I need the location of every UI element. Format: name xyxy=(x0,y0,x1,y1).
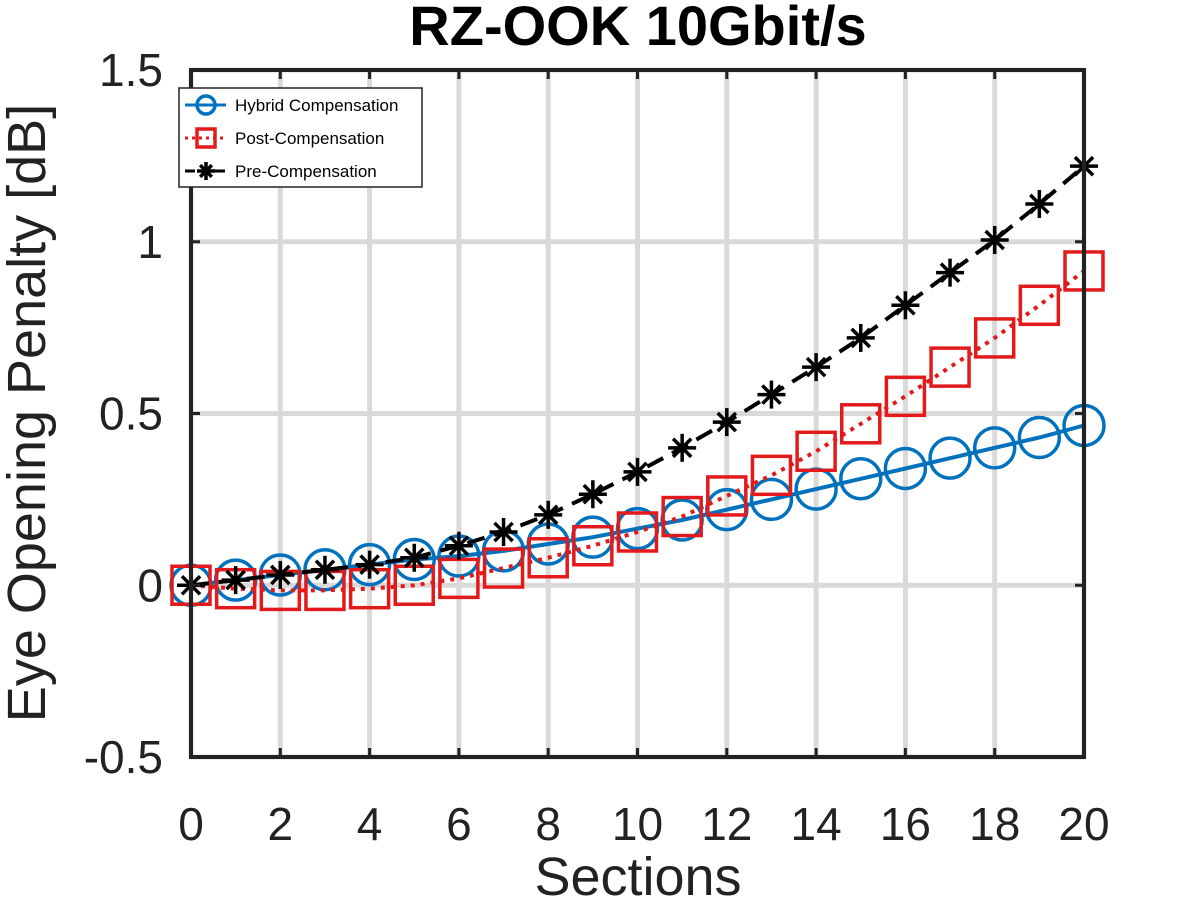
legend-label: Pre-Compensation xyxy=(235,162,377,181)
data-point xyxy=(661,495,703,538)
data-point xyxy=(750,454,793,497)
data-point xyxy=(400,543,429,572)
data-point xyxy=(884,375,927,418)
data-point xyxy=(883,446,928,491)
x-tick-label: 8 xyxy=(535,798,561,850)
data-point xyxy=(444,531,473,560)
legend-marker xyxy=(195,127,217,149)
legend-marker xyxy=(197,162,215,180)
x-tick-label: 14 xyxy=(791,798,842,850)
data-point xyxy=(616,511,659,553)
data-point xyxy=(221,566,250,595)
series-line xyxy=(190,269,1086,593)
data-point xyxy=(840,403,882,445)
series-asterisk xyxy=(177,152,1098,600)
data-point xyxy=(936,258,965,287)
y-tick-label: 1 xyxy=(137,216,163,268)
data-point xyxy=(1017,415,1062,460)
data-point xyxy=(973,317,1016,359)
data-point xyxy=(795,430,837,473)
data-point xyxy=(1025,189,1054,218)
data-point xyxy=(482,547,525,589)
legend-item: Hybrid Compensation xyxy=(185,94,398,116)
legend-label: Post-Compensation xyxy=(235,129,384,148)
x-tick-label: 20 xyxy=(1058,798,1109,850)
x-tick-label: 0 xyxy=(178,798,204,850)
y-tick-label: -0.5 xyxy=(84,731,163,783)
x-tick-label: 4 xyxy=(357,798,383,850)
legend-item: Pre-Compensation xyxy=(185,162,377,181)
series-layer xyxy=(169,152,1106,612)
data-point xyxy=(802,353,831,382)
data-point xyxy=(355,550,384,579)
data-point xyxy=(757,380,786,409)
data-point xyxy=(706,475,748,517)
data-point xyxy=(572,524,614,567)
legend-label: Hybrid Compensation xyxy=(235,96,398,115)
data-point xyxy=(839,457,883,501)
data-point xyxy=(623,457,652,486)
data-point xyxy=(712,408,741,437)
chart-title: RZ-OOK 10Gbit/s xyxy=(409,0,866,57)
data-point xyxy=(928,436,972,480)
legend: Hybrid Compensation Post-Compensation Pre-… xyxy=(178,87,423,188)
y-tick-label: 0 xyxy=(137,559,163,611)
data-point xyxy=(347,542,392,587)
y-tick-label: 0.5 xyxy=(99,388,163,440)
data-point xyxy=(972,426,1017,470)
data-point xyxy=(929,346,971,388)
y-axis-label: Eye Opening Penalty [dB] xyxy=(0,104,57,722)
data-point xyxy=(527,537,569,579)
data-point xyxy=(668,433,697,462)
legend-marker xyxy=(195,94,217,116)
x-tick-label: 18 xyxy=(969,798,1020,850)
data-point xyxy=(1018,284,1061,327)
y-tick-label: 1.5 xyxy=(99,44,163,96)
x-tick-label: 16 xyxy=(880,798,931,850)
data-point xyxy=(310,555,339,584)
data-point xyxy=(534,500,563,529)
data-point xyxy=(846,323,875,352)
data-point xyxy=(266,560,295,589)
x-tick-label: 6 xyxy=(446,798,472,850)
x-tick-label: 2 xyxy=(268,798,294,850)
data-point xyxy=(749,477,794,522)
data-point xyxy=(891,291,920,320)
x-axis-label: Sections xyxy=(534,847,741,900)
data-point xyxy=(578,480,607,509)
x-tick-label: 12 xyxy=(701,798,752,850)
data-point xyxy=(980,226,1009,255)
x-tick-label: 10 xyxy=(612,798,663,850)
axis-ticks: 0 2 4 6 8 10 12 14 16 18 20 -0.5 0 0.5 1 1.5 xyxy=(84,44,1110,850)
data-point xyxy=(489,518,518,547)
legend-item: Post-Compensation xyxy=(185,127,384,149)
